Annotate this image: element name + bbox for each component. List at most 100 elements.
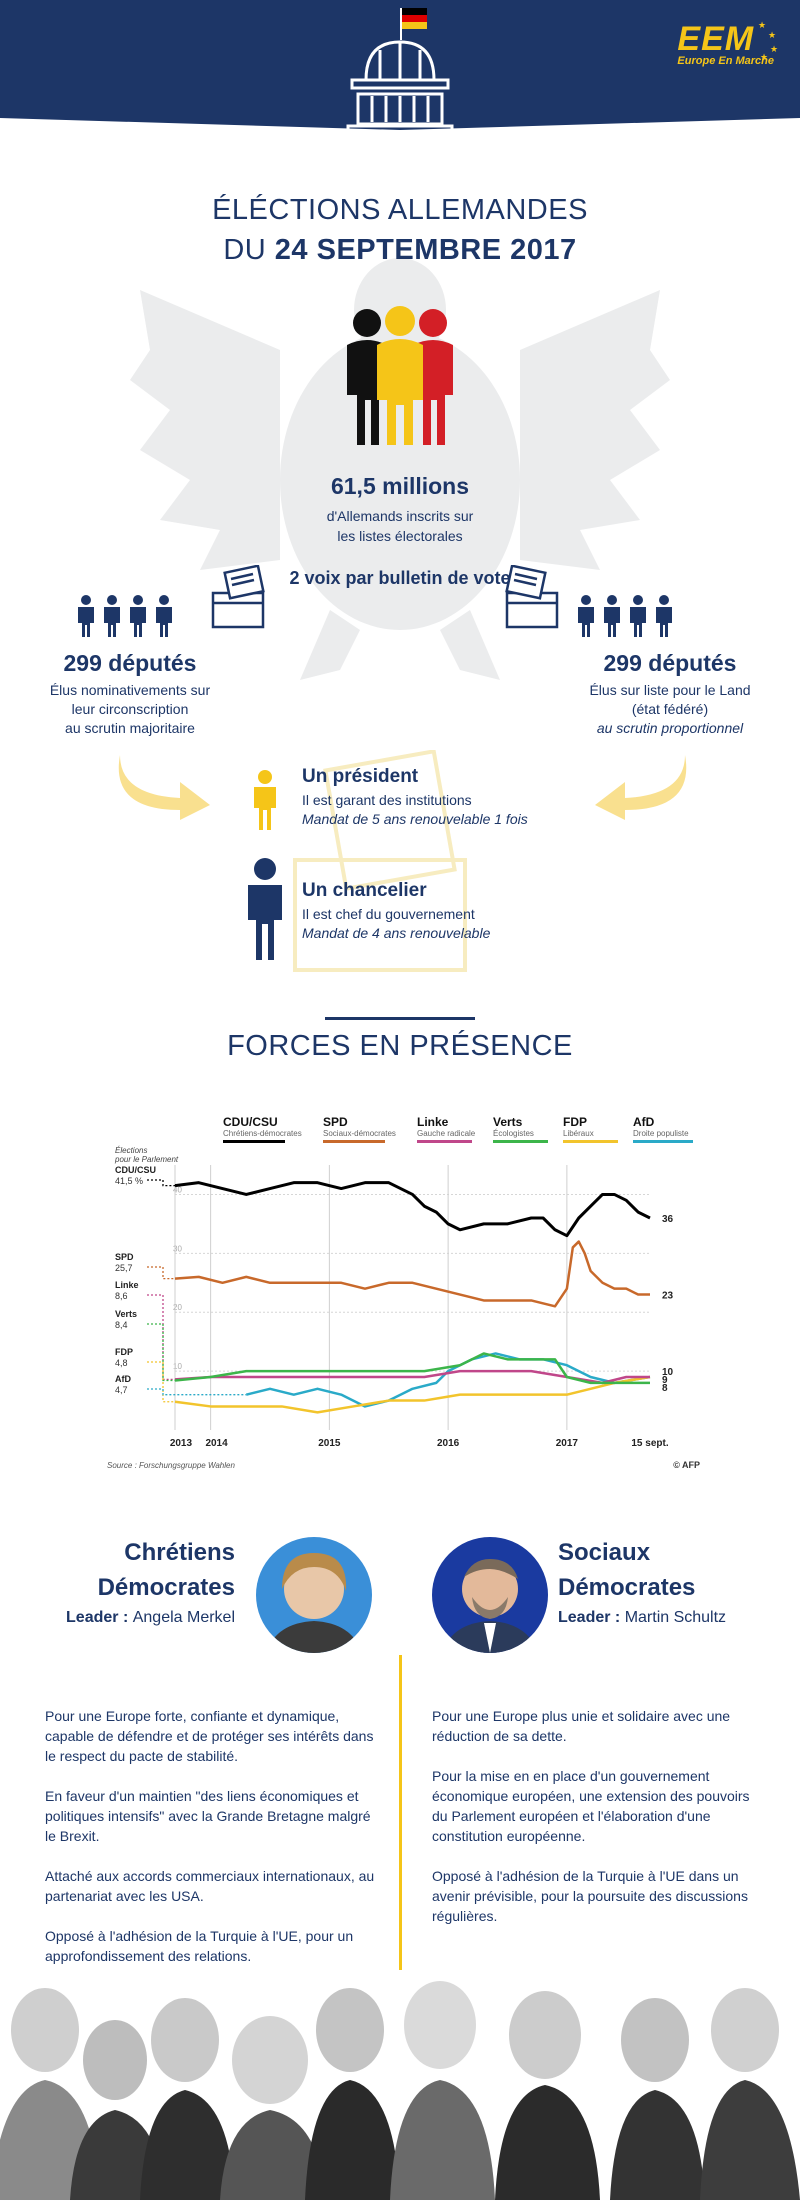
election-party-label: FDP xyxy=(115,1347,133,1357)
election-party-label: SPD xyxy=(115,1252,134,1262)
election-party-label: Linke xyxy=(115,1280,139,1290)
legend-sub: Chrétiens-démocrates xyxy=(223,1129,302,1138)
election-value-label: 41,5 % xyxy=(115,1176,143,1186)
title-line2-prefix: DU xyxy=(223,234,275,266)
legend-swatch xyxy=(223,1140,285,1143)
election-label: Élections xyxy=(115,1146,147,1155)
legend-name: FDP xyxy=(563,1115,587,1129)
legend-swatch xyxy=(323,1140,385,1143)
politician-silhouette xyxy=(140,1998,235,2200)
end-value-label: 36 xyxy=(662,1214,674,1225)
ballot-text: 2 voix par bulletin de vote xyxy=(289,568,511,588)
end-value-label: 10 xyxy=(662,1367,674,1378)
chancellor-line2: Mandat de 4 ans renouvelable xyxy=(302,925,491,941)
bundestag-building-icon xyxy=(346,40,454,136)
chancellor-person-icon xyxy=(248,858,282,960)
politician-silhouette xyxy=(700,1988,800,2200)
election-value-label: 4,8 xyxy=(115,1358,128,1368)
president-block: Un président Il est garant des instituti… xyxy=(302,766,528,829)
end-value-label: 23 xyxy=(662,1291,674,1302)
y-tick-label: 20 xyxy=(173,1303,182,1312)
spd-header: Sociaux Démocrates Leader : Martin Schul… xyxy=(558,1535,778,1627)
deputes-people-icon-left xyxy=(78,595,172,637)
chart-credit: © AFP xyxy=(673,1460,700,1470)
svg-text:★: ★ xyxy=(758,21,766,31)
legend-name: Verts xyxy=(493,1115,523,1129)
legend-sub: Sociaux-démocrates xyxy=(323,1129,396,1138)
ballot-watermark-icon xyxy=(293,750,467,972)
president-line2: Mandat de 5 ans renouvelable 1 fois xyxy=(302,811,528,827)
legend-sub: Gauche radicale xyxy=(417,1129,476,1138)
election-value-label: 8,6 xyxy=(115,1291,128,1301)
president-person-icon xyxy=(254,770,276,830)
election-party-label: CDU/CSU xyxy=(115,1165,156,1175)
legend-item-cdu: CDU/CSU Chrétiens-démocrates xyxy=(223,1115,302,1143)
eu-stars-icon: ★ ★ ★ ★ xyxy=(758,21,778,63)
politicians-photo-strip xyxy=(0,1970,800,2200)
svg-text:★: ★ xyxy=(768,31,776,41)
spd-leader-label: Leader : xyxy=(558,1609,625,1626)
legend-item-afd: AfD Droite populiste xyxy=(633,1115,693,1143)
spd-point: Pour une Europe plus unie et solidaire a… xyxy=(432,1708,731,1744)
deputes-left-block: 299 députés Élus nominativements sur leu… xyxy=(10,650,250,738)
title-line2-bold: 24 SEPTEMBRE 2017 xyxy=(274,234,577,266)
voters-line2: les listes électorales xyxy=(337,528,463,544)
legend-name: CDU/CSU xyxy=(223,1115,278,1129)
arrow-right-icon xyxy=(595,755,687,820)
cdu-point: Pour une Europe forte, confiante et dyna… xyxy=(45,1708,374,1764)
deputes-right-block: 299 députés Élus sur liste pour le Land … xyxy=(550,650,790,738)
eem-logo: EEM Europe En Marche xyxy=(677,20,774,67)
forces-title: FORCES EN PRÉSENCE xyxy=(227,1030,573,1062)
header-banner: ★ ★ ★ ★ EEM Europe En Marche xyxy=(0,0,800,170)
series-line-verts xyxy=(174,1352,650,1385)
x-tick-label: 15 sept. xyxy=(631,1438,668,1449)
legend-swatch xyxy=(633,1140,693,1143)
series-line-linke xyxy=(174,1369,650,1385)
page-title: ÉLÉCTIONS ALLEMANDES DU 24 SEPTEMBRE 201… xyxy=(0,190,800,270)
deputes-left-line1: Élus nominativements sur xyxy=(49,682,211,698)
cdu-positions: Pour une Europe forte, confiante et dyna… xyxy=(45,1706,375,1986)
legend-item-spd: SPD Sociaux-démocrates xyxy=(323,1115,396,1143)
deputes-left-line2: leur circonscription xyxy=(71,701,189,717)
chancellor-block: Un chancelier Il est chef du gouvernemen… xyxy=(302,880,490,943)
legend-name: SPD xyxy=(323,1115,348,1129)
cdu-point: En faveur d'un maintien "des liens écono… xyxy=(45,1788,371,1844)
end-value-label: 9 xyxy=(662,1375,668,1386)
legend-swatch xyxy=(493,1140,548,1143)
election-connector xyxy=(147,1323,175,1382)
voters-number: 61,5 millions xyxy=(330,473,470,499)
election-party-label: Verts xyxy=(115,1309,137,1319)
election-value-label: 4,7 xyxy=(115,1385,128,1395)
legend-sub: Libéraux xyxy=(563,1129,594,1138)
y-tick-label: 30 xyxy=(173,1244,182,1253)
spd-leader-name: Martin Schultz xyxy=(624,1609,727,1626)
series-line-fdp xyxy=(174,1375,651,1414)
spd-point: Opposé à l'adhésion de la Turquie à l'UE… xyxy=(432,1868,748,1924)
deputes-right-title: 299 députés xyxy=(603,650,737,676)
series-line-spd xyxy=(174,1240,650,1308)
politician-silhouette xyxy=(390,1981,495,2200)
polling-chart: CDU/CSU Chrétiens-démocrates SPD Sociaux… xyxy=(105,1115,705,1485)
header-background: ★ ★ ★ ★ xyxy=(0,0,800,136)
x-tick-label: 2017 xyxy=(556,1438,579,1449)
cdu-header: Chrétiens Démocrates Leader : Angela Mer… xyxy=(35,1535,235,1627)
german-flag-icon xyxy=(400,8,427,40)
politician-silhouette xyxy=(70,2020,165,2200)
deputes-left-line3: au scrutin majoritaire xyxy=(65,720,195,736)
legend-swatch xyxy=(563,1140,618,1143)
politician-silhouette xyxy=(495,1991,600,2200)
legend-swatch xyxy=(417,1140,472,1143)
voters-people-icon xyxy=(347,306,453,445)
deputes-right-line1: Élus sur liste pour le Land xyxy=(589,682,751,698)
cdu-name-line1: Chrétiens xyxy=(124,1539,235,1566)
politician-silhouette xyxy=(610,1998,705,2200)
cdu-leader: Leader : Angela Merkel xyxy=(35,1609,235,1627)
legend-item-verts: Verts Écologistes xyxy=(493,1115,548,1143)
section-divider xyxy=(325,1017,475,1020)
election-value-label: 25,7 xyxy=(115,1263,133,1273)
x-tick-label: 2013 xyxy=(170,1438,193,1449)
election-connector xyxy=(147,1361,175,1403)
election-connector xyxy=(147,1266,175,1280)
legend-name: Linke xyxy=(417,1115,449,1129)
